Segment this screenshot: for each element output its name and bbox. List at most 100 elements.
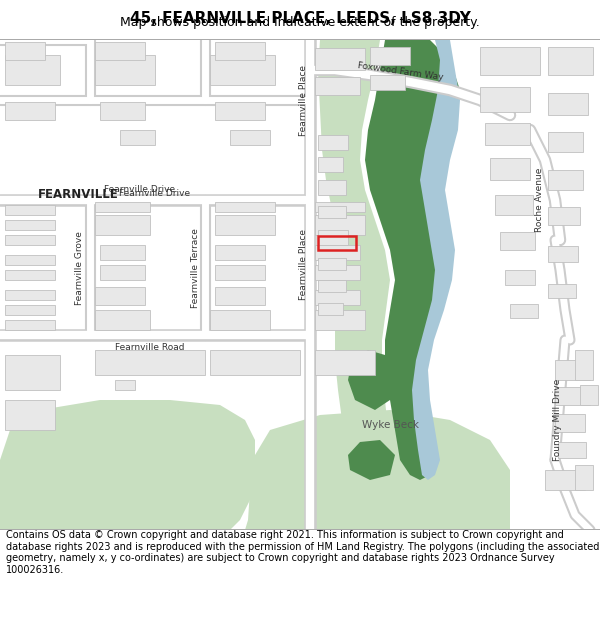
- Bar: [230, 130, 270, 145]
- Bar: [95, 202, 150, 212]
- Bar: [485, 123, 530, 145]
- Bar: [210, 350, 300, 375]
- Bar: [5, 220, 55, 230]
- Bar: [95, 310, 150, 330]
- Bar: [5, 42, 45, 60]
- Bar: [5, 102, 55, 120]
- Bar: [5, 205, 55, 215]
- Bar: [95, 215, 150, 235]
- Bar: [318, 157, 343, 172]
- Bar: [315, 202, 365, 212]
- Polygon shape: [245, 410, 510, 530]
- Bar: [318, 258, 346, 270]
- Bar: [5, 270, 55, 280]
- Bar: [548, 246, 578, 262]
- Polygon shape: [0, 400, 255, 530]
- Bar: [5, 235, 55, 245]
- Bar: [555, 387, 590, 405]
- Text: Foxwood Farm Way: Foxwood Farm Way: [356, 61, 443, 82]
- Bar: [215, 215, 275, 235]
- Polygon shape: [412, 40, 460, 480]
- Bar: [548, 170, 583, 190]
- Bar: [318, 303, 343, 315]
- Bar: [95, 42, 145, 60]
- Bar: [315, 290, 360, 305]
- Bar: [5, 355, 60, 390]
- Text: Map shows position and indicative extent of the property.: Map shows position and indicative extent…: [120, 16, 480, 29]
- Bar: [318, 236, 356, 250]
- Bar: [318, 230, 348, 245]
- Bar: [95, 287, 145, 305]
- Bar: [548, 93, 588, 115]
- Bar: [548, 284, 576, 298]
- Text: Roche Avenue: Roche Avenue: [536, 168, 545, 232]
- Text: 45, FEARNVILLE PLACE, LEEDS, LS8 3DY: 45, FEARNVILLE PLACE, LEEDS, LS8 3DY: [130, 11, 470, 26]
- Text: Fearnville Drive: Fearnville Drive: [104, 186, 176, 194]
- Text: Contains OS data © Crown copyright and database right 2021. This information is : Contains OS data © Crown copyright and d…: [6, 530, 599, 575]
- Bar: [5, 400, 55, 430]
- Bar: [315, 310, 365, 330]
- Bar: [210, 55, 275, 85]
- Bar: [318, 206, 346, 218]
- Text: Foundry Mill Drive: Foundry Mill Drive: [554, 379, 563, 461]
- Bar: [210, 310, 270, 330]
- Bar: [480, 87, 530, 112]
- Bar: [215, 245, 265, 260]
- Polygon shape: [348, 350, 395, 410]
- Bar: [580, 385, 598, 405]
- Bar: [545, 470, 585, 490]
- Bar: [505, 270, 535, 285]
- Bar: [318, 180, 346, 195]
- Bar: [575, 465, 593, 490]
- Bar: [5, 290, 55, 300]
- Text: FEARNVILLE: FEARNVILLE: [38, 188, 119, 201]
- Text: Fearnville Place: Fearnville Place: [299, 229, 308, 301]
- Bar: [115, 380, 135, 390]
- Bar: [315, 265, 360, 280]
- Polygon shape: [365, 40, 460, 480]
- Polygon shape: [318, 40, 400, 482]
- Text: Fearnville Place: Fearnville Place: [299, 64, 308, 136]
- Bar: [555, 360, 590, 380]
- Bar: [558, 442, 586, 458]
- Bar: [315, 245, 360, 260]
- Bar: [370, 75, 405, 90]
- Bar: [548, 132, 583, 152]
- Text: Fearnville Terrace: Fearnville Terrace: [191, 228, 199, 308]
- Text: Fearnville Drive: Fearnville Drive: [119, 189, 191, 199]
- Bar: [555, 414, 585, 432]
- Bar: [315, 350, 375, 375]
- Bar: [315, 215, 365, 235]
- Bar: [215, 287, 265, 305]
- Bar: [315, 77, 360, 95]
- Bar: [575, 350, 593, 380]
- Bar: [548, 207, 580, 225]
- Bar: [5, 320, 55, 330]
- Bar: [215, 102, 265, 120]
- Bar: [215, 202, 275, 212]
- Bar: [215, 42, 265, 60]
- Bar: [548, 47, 593, 75]
- Bar: [5, 305, 55, 315]
- Bar: [490, 158, 530, 180]
- Bar: [370, 47, 410, 65]
- Bar: [510, 304, 538, 318]
- Bar: [120, 130, 155, 145]
- Polygon shape: [348, 440, 395, 480]
- Bar: [100, 245, 145, 260]
- Bar: [500, 232, 535, 250]
- Text: Fearnville Grove: Fearnville Grove: [76, 231, 85, 305]
- Bar: [95, 55, 155, 85]
- Bar: [5, 255, 55, 265]
- Bar: [100, 265, 145, 280]
- Bar: [215, 265, 265, 280]
- Bar: [100, 102, 145, 120]
- Bar: [95, 350, 205, 375]
- Bar: [318, 135, 348, 150]
- Bar: [315, 48, 365, 70]
- Bar: [495, 195, 533, 215]
- Bar: [318, 280, 346, 292]
- Text: Wyke Beck: Wyke Beck: [361, 420, 419, 430]
- Bar: [480, 47, 540, 75]
- Bar: [5, 55, 60, 85]
